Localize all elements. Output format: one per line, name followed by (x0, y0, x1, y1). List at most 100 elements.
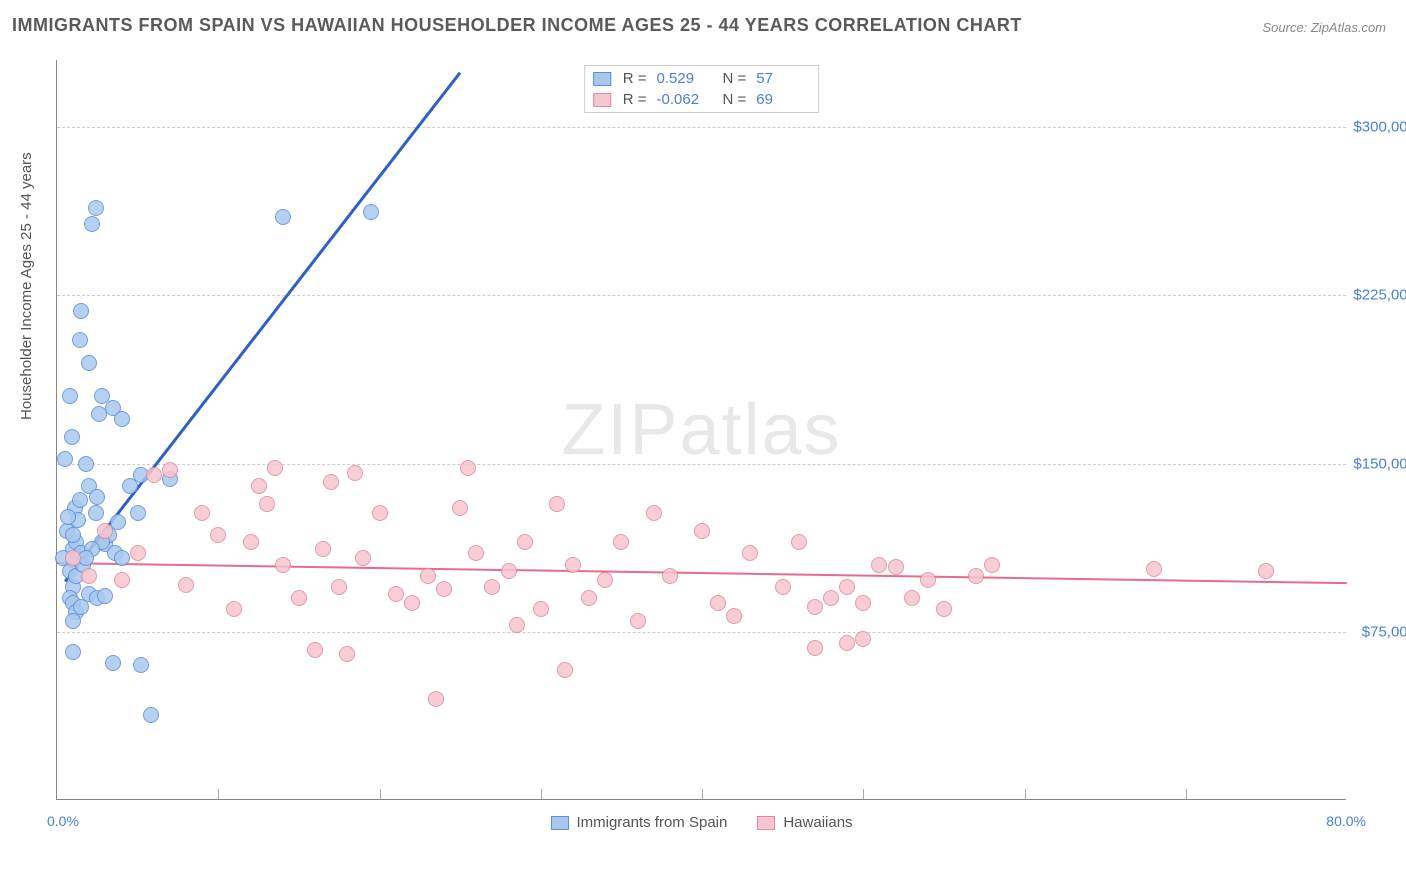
y-tick-label: $150,000 (1353, 455, 1406, 472)
data-point (130, 545, 146, 561)
data-point (291, 590, 307, 606)
data-point (347, 465, 363, 481)
data-point (73, 303, 89, 319)
grid-v (1025, 789, 1026, 799)
data-point (597, 572, 613, 588)
y-tick-label: $300,000 (1353, 119, 1406, 136)
data-point (646, 505, 662, 521)
data-point (984, 557, 1000, 573)
data-point (133, 657, 149, 673)
y-tick-label: $225,000 (1353, 287, 1406, 304)
data-point (968, 568, 984, 584)
data-point (65, 550, 81, 566)
data-point (807, 640, 823, 656)
data-point (436, 581, 452, 597)
chart-title: IMMIGRANTS FROM SPAIN VS HAWAIIAN HOUSEH… (12, 15, 1022, 36)
data-point (65, 644, 81, 660)
data-point (114, 411, 130, 427)
legend-row-series-b: R = -0.062 N = 69 (593, 89, 811, 110)
data-point (428, 691, 444, 707)
data-point (275, 209, 291, 225)
data-point (323, 474, 339, 490)
data-point (630, 613, 646, 629)
data-point (613, 534, 629, 550)
data-point (694, 523, 710, 539)
data-point (839, 579, 855, 595)
data-point (57, 451, 73, 467)
data-point (97, 588, 113, 604)
y-axis-label: Householder Income Ages 25 - 44 years (18, 152, 35, 420)
data-point (888, 559, 904, 575)
data-point (81, 568, 97, 584)
data-point (84, 216, 100, 232)
data-point (509, 617, 525, 633)
data-point (65, 527, 81, 543)
data-point (662, 568, 678, 584)
data-point (388, 586, 404, 602)
data-point (855, 595, 871, 611)
legend-swatch-a2 (550, 816, 568, 830)
x-tick-min: 0.0% (47, 813, 79, 829)
data-point (1146, 561, 1162, 577)
watermark: ZIPatlas (561, 389, 841, 471)
grid-v (1186, 789, 1187, 799)
data-point (1258, 563, 1274, 579)
data-point (114, 572, 130, 588)
data-point (243, 534, 259, 550)
legend-swatch-b (593, 93, 611, 107)
data-point (88, 200, 104, 216)
series-legend: Immigrants from Spain Hawaiians (550, 814, 852, 831)
data-point (331, 579, 347, 595)
correlation-legend: R = 0.529 N = 57 R = -0.062 N = 69 (584, 65, 820, 113)
data-point (143, 707, 159, 723)
plot-area: ZIPatlas R = 0.529 N = 57 R = -0.062 N =… (56, 60, 1346, 800)
data-point (904, 590, 920, 606)
legend-row-series-a: R = 0.529 N = 57 (593, 68, 811, 89)
data-point (549, 496, 565, 512)
data-point (468, 545, 484, 561)
legend-swatch-a (593, 72, 611, 86)
data-point (307, 642, 323, 658)
data-point (460, 460, 476, 476)
data-point (226, 601, 242, 617)
data-point (565, 557, 581, 573)
data-point (81, 355, 97, 371)
data-point (839, 635, 855, 651)
data-point (89, 489, 105, 505)
data-point (105, 655, 121, 671)
data-point (791, 534, 807, 550)
data-point (91, 406, 107, 422)
data-point (275, 557, 291, 573)
grid-v (380, 789, 381, 799)
data-point (130, 505, 146, 521)
grid-h (57, 295, 1346, 296)
data-point (855, 631, 871, 647)
grid-h (57, 464, 1346, 465)
data-point (162, 462, 178, 478)
data-point (557, 662, 573, 678)
legend-item-b: Hawaiians (757, 814, 852, 831)
data-point (146, 467, 162, 483)
data-point (710, 595, 726, 611)
chart-container: IMMIGRANTS FROM SPAIN VS HAWAIIAN HOUSEH… (0, 0, 1406, 892)
grid-v (218, 789, 219, 799)
data-point (484, 579, 500, 595)
legend-item-a: Immigrants from Spain (550, 814, 727, 831)
data-point (72, 332, 88, 348)
data-point (533, 601, 549, 617)
x-tick-max: 80.0% (1326, 813, 1366, 829)
data-point (372, 505, 388, 521)
data-point (78, 456, 94, 472)
grid-h (57, 127, 1346, 128)
data-point (501, 563, 517, 579)
data-point (194, 505, 210, 521)
data-point (210, 527, 226, 543)
data-point (936, 601, 952, 617)
data-point (114, 550, 130, 566)
legend-swatch-b2 (757, 816, 775, 830)
data-point (251, 478, 267, 494)
data-point (267, 460, 283, 476)
data-point (315, 541, 331, 557)
data-point (807, 599, 823, 615)
data-point (452, 500, 468, 516)
